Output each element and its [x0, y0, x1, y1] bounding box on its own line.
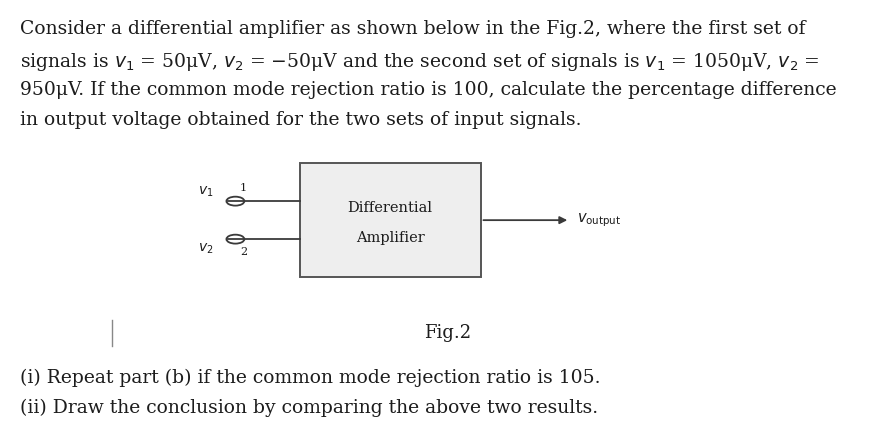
Text: $v_1$: $v_1$	[198, 185, 213, 199]
Text: 950μV. If the common mode rejection ratio is 100, calculate the percentage diffe: 950μV. If the common mode rejection rati…	[20, 81, 835, 99]
Text: $v_{\rm output}$: $v_{\rm output}$	[577, 211, 620, 229]
Text: 1: 1	[240, 183, 247, 193]
Text: Differential: Differential	[348, 201, 432, 215]
Bar	[299, 163, 480, 277]
Text: Consider a differential amplifier as shown below in the Fig.2, where the first s: Consider a differential amplifier as sho…	[20, 20, 805, 38]
Text: in output voltage obtained for the two sets of input signals.: in output voltage obtained for the two s…	[20, 111, 580, 129]
Text: signals is $v_1$ = 50μV, $v_2$ = −50μV and the second set of signals is $v_1$ = : signals is $v_1$ = 50μV, $v_2$ = −50μV a…	[20, 51, 818, 72]
Text: Amplifier: Amplifier	[356, 231, 424, 245]
Text: $v_2$: $v_2$	[198, 241, 213, 256]
Text: 2: 2	[240, 247, 247, 257]
Text: (i) Repeat part (b) if the common mode rejection ratio is 105.: (i) Repeat part (b) if the common mode r…	[20, 369, 600, 387]
Text: (ii) Draw the conclusion by comparing the above two results.: (ii) Draw the conclusion by comparing th…	[20, 399, 597, 417]
Text: Fig.2: Fig.2	[424, 324, 470, 342]
